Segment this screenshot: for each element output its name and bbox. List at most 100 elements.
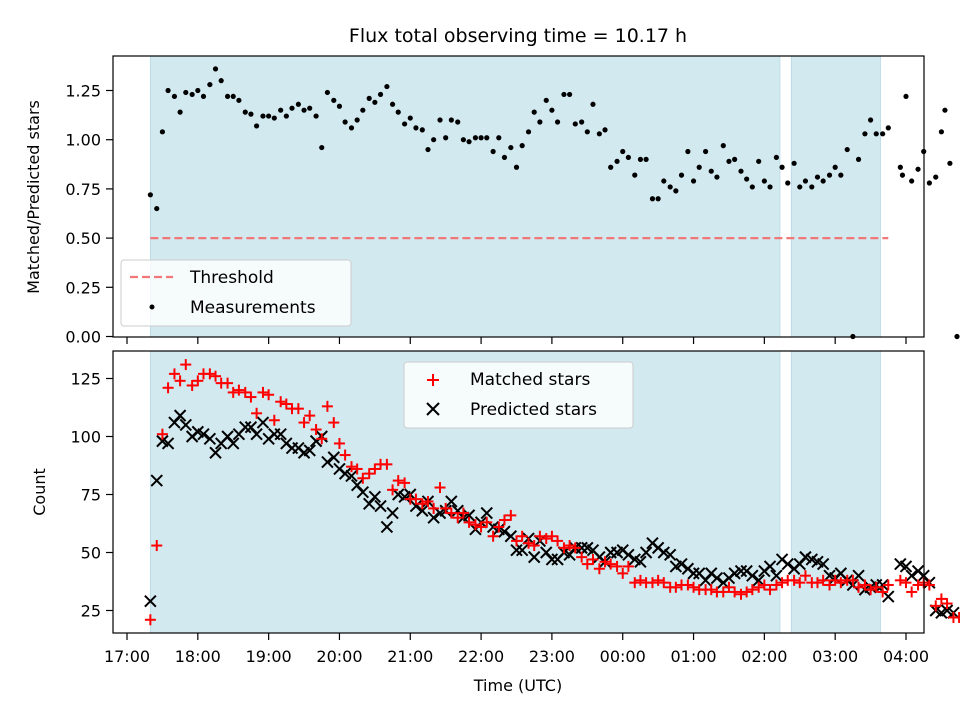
measurement-point (466, 139, 472, 145)
measurement-point (531, 109, 537, 115)
matched-stars-point (930, 600, 942, 612)
matched-stars-point (682, 579, 694, 591)
matched-stars-point (168, 368, 180, 380)
matched-stars-point (817, 574, 829, 586)
x-tick-label: 18:00 (175, 647, 221, 666)
matched-stars-point (245, 391, 257, 403)
matched-stars-point (304, 410, 316, 422)
measurement-point (147, 192, 153, 198)
x-tick-label: 20:00 (316, 647, 362, 666)
measurement-point (933, 174, 939, 180)
matched-stars-point (463, 516, 475, 528)
matched-stars-point (564, 540, 576, 552)
matched-stars-point (534, 530, 546, 542)
x-tick-label: 23:00 (529, 647, 575, 666)
predicted-stars-point (781, 557, 794, 571)
measurement-point (862, 131, 868, 137)
measurement-point (437, 117, 443, 123)
matched-stars-point (900, 577, 912, 589)
predicted-stars-point (639, 546, 653, 559)
matched-stars-point (617, 567, 629, 579)
measurement-point (154, 205, 160, 212)
measurement-point (549, 107, 555, 113)
matched-stars-point (481, 516, 493, 528)
matched-stars-point (452, 512, 464, 524)
measurement-point (360, 107, 366, 113)
predicted-stars-point (356, 485, 370, 499)
measurement-point (425, 146, 431, 153)
predicted-stars-point (816, 557, 830, 571)
matched-stars-point (717, 586, 729, 598)
predicted-stars-point (250, 427, 263, 441)
top-x-ticks (126, 337, 907, 344)
predicted-stars-point (327, 451, 340, 464)
y-tick-label: 0.50 (65, 229, 101, 248)
matched-stars-point (316, 433, 328, 445)
matched-stars-point (298, 417, 310, 429)
predicted-stars-point (746, 569, 759, 582)
matched-stars-point (811, 577, 823, 589)
predicted-stars-point (409, 499, 423, 513)
predicted-stars-point (763, 560, 777, 573)
measurement-point (643, 156, 649, 162)
matched-stars-point (824, 579, 836, 591)
measurement-point (159, 129, 166, 135)
measurement-point (242, 109, 248, 115)
matched-stars-point (729, 586, 741, 598)
matched-stars-point (445, 507, 457, 519)
measurement-point (313, 113, 319, 119)
matched-stars-point (280, 398, 292, 410)
measurement-point (189, 91, 195, 98)
matched-stars-point (257, 386, 269, 398)
matched-stars-point (363, 468, 375, 480)
measurement-point (708, 168, 714, 174)
measurement-point (177, 109, 183, 115)
matched-stars-point (912, 579, 924, 591)
predicted-stars-point (687, 567, 700, 580)
matched-stars-point (268, 414, 280, 426)
top-panel: 0.00 0.25 0.50 0.75 1.00 1.25 Matched/Predict… (24, 55, 960, 347)
predicted-stars-point (480, 506, 493, 520)
measurement-point (714, 174, 720, 180)
measurement-point (278, 107, 284, 113)
measurement-point (678, 172, 685, 178)
matched-stars-point (799, 570, 811, 582)
measurement-point (501, 154, 508, 161)
predicted-stars-point (515, 543, 529, 557)
measurement-point (620, 148, 626, 155)
measurement-point (402, 121, 408, 127)
measurement-point (761, 178, 767, 184)
matched-stars-point (321, 400, 333, 412)
matched-stars-point (629, 577, 641, 589)
predicted-stars-point (634, 555, 647, 568)
matched-stars-point (558, 542, 570, 554)
bottom-plot-frame (112, 350, 925, 634)
x-tick-label: 22:00 (458, 647, 504, 666)
matched-stars-point (233, 384, 245, 396)
matched-stars-point (941, 598, 953, 610)
predicted-stars-point (374, 499, 387, 513)
measurement-point (744, 176, 750, 182)
measurement-point (942, 107, 948, 113)
matched-stars-point (540, 533, 552, 545)
measurement-point (649, 196, 656, 202)
measurement-point (283, 113, 289, 119)
predicted-stars-point (345, 469, 358, 483)
matched-stars-point (422, 495, 434, 507)
chart-title: Flux total observing time = 10.17 h (349, 25, 687, 47)
measurement-point (614, 158, 620, 164)
measurement-point (212, 66, 219, 72)
matched-stars-point (658, 577, 670, 589)
predicted-stars-point (445, 495, 458, 508)
matched-stars-point (410, 493, 422, 505)
measurement-point (543, 97, 549, 103)
measurement-point (820, 178, 826, 184)
x-tick-label: 02:00 (741, 647, 787, 666)
threshold-legend-label: Threshold (189, 268, 274, 288)
measurement-point (230, 93, 236, 100)
measurement-point (525, 129, 532, 135)
bottom-y-axis: 25 50 75 100 125 (70, 370, 113, 621)
predicted-stars-point (416, 504, 429, 517)
measurement-point (460, 137, 466, 143)
measurements-legend-swatch (149, 304, 155, 310)
